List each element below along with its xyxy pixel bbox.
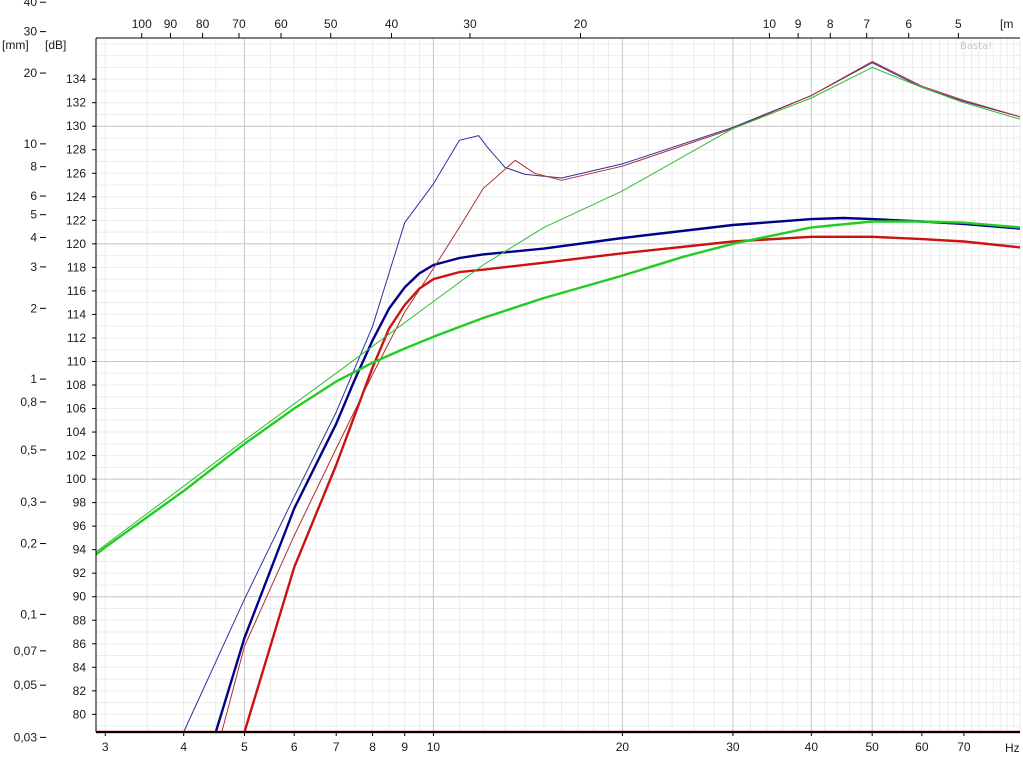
left-tick-label: 40	[24, 0, 38, 9]
y-tick-label: 102	[66, 449, 86, 463]
left-tick-labels: 70504030201086543210,80,50,30,20,10,070,…	[14, 0, 46, 744]
x-tick-label: 40	[805, 740, 819, 754]
x-tick-label: 30	[726, 740, 740, 754]
y-tick-label: 108	[66, 378, 86, 392]
left-tick-label: 20	[24, 66, 38, 80]
top-tick-label: 100	[132, 17, 152, 31]
left-tick-label: 0,8	[20, 395, 37, 409]
y-tick-label: 124	[66, 190, 86, 204]
top-tick-label: 40	[385, 17, 399, 31]
x-tick-label: 20	[616, 740, 630, 754]
grid-minor	[96, 38, 1021, 732]
left-tick-label: 0,1	[20, 607, 37, 621]
top-tick-label: 70	[232, 17, 246, 31]
x-tick-label: 9	[401, 740, 408, 754]
y-tick-label: 122	[66, 213, 86, 227]
left-tick-label: 0,3	[20, 495, 37, 509]
top-tick-label: 5	[955, 17, 962, 31]
x-tick-label: 10	[427, 740, 441, 754]
left-tick-label: 1	[30, 372, 37, 386]
y-tick-label: 92	[73, 566, 87, 580]
left-tick-label: 0,2	[20, 537, 37, 551]
top-tick-label: 90	[164, 17, 178, 31]
grid-major	[96, 38, 1020, 732]
left-tick-label: 3	[30, 260, 37, 274]
y-tick-label: 86	[73, 637, 87, 651]
top-tick-label: 80	[196, 17, 210, 31]
y-tick-label: 94	[73, 543, 87, 557]
y-unit-label: [dB]	[45, 38, 66, 52]
y-tick-label: 96	[73, 519, 87, 533]
y-tick-label: 82	[73, 684, 87, 698]
series-line-red-thick	[243, 235, 1020, 734]
y-tick-label: 134	[66, 72, 86, 86]
y-tick-label: 88	[73, 613, 87, 627]
top-tick-label: 60	[274, 17, 288, 31]
top-tick-label: 9	[795, 17, 802, 31]
y-tick-label: 120	[66, 237, 86, 251]
left-tick-label: 0,5	[20, 443, 37, 457]
y-tick-label: 126	[66, 166, 86, 180]
x-tick-label: 4	[180, 740, 187, 754]
y-tick-labels: 80 82 84 86 88 90 92 94 96 98 100 102 104 106 108 110 11…	[66, 72, 96, 721]
x-tick-label: 5	[241, 740, 248, 754]
left-tick-label: 0,03	[14, 730, 38, 744]
y-tick-label: 132	[66, 96, 86, 110]
top-unit-label: [m	[1000, 17, 1013, 31]
top-tick-label: 10	[763, 17, 777, 31]
left-unit-label: [mm]	[2, 38, 29, 52]
x-tick-label: 7	[333, 740, 340, 754]
left-tick-label: 0,07	[14, 644, 38, 658]
y-tick-label: 106	[66, 402, 86, 416]
y-tick-label: 128	[66, 143, 86, 157]
y-tick-label: 114	[67, 307, 86, 321]
x-tick-label: 50	[865, 740, 879, 754]
left-tick-label: 8	[30, 160, 37, 174]
left-tick-label: 0,05	[14, 678, 38, 692]
series-line-green-thin	[96, 66, 1020, 553]
x-tick-label: 8	[369, 740, 376, 754]
left-tick-label: 5	[30, 208, 37, 222]
x-tick-labels: 3 4 5 6 7 8 9 10 20 30 40 50 60 70	[102, 732, 971, 754]
top-tick-label: 50	[324, 17, 338, 31]
y-tick-label: 98	[73, 496, 87, 510]
y-tick-label: 80	[73, 707, 87, 721]
x-tick-label: 60	[915, 740, 929, 754]
series-line-green-thick	[96, 220, 1020, 556]
top-tick-label: 20	[574, 17, 588, 31]
left-tick-label: 2	[30, 301, 37, 315]
y-tick-label: 84	[73, 660, 87, 674]
y-tick-label: 130	[66, 119, 86, 133]
x-tick-label: 70	[957, 740, 971, 754]
y-tick-label: 110	[67, 354, 86, 368]
y-tick-label: 116	[67, 284, 86, 298]
top-tick-label: 30	[463, 17, 477, 31]
y-tick-label: 100	[66, 472, 86, 486]
series-line-red-thin	[221, 61, 1020, 733]
top-tick-label: 8	[827, 17, 834, 31]
x-unit-label: Hz	[1005, 741, 1020, 755]
top-tick-label: 7	[863, 17, 870, 31]
y-tick-label: 104	[66, 425, 86, 439]
series-line-blue-thin	[183, 62, 1020, 733]
x-tick-label: 6	[291, 740, 298, 754]
left-tick-label: 10	[24, 137, 38, 151]
y-tick-label: 112	[67, 331, 86, 345]
watermark: Basta!	[960, 41, 992, 52]
left-tick-label: 6	[30, 189, 37, 203]
series-line-blue-thick	[214, 216, 1020, 734]
top-tick-label: 6	[905, 17, 912, 31]
left-tick-label: 30	[24, 25, 38, 39]
y-tick-label: 90	[73, 590, 87, 604]
left-tick-label: 4	[30, 230, 37, 244]
y-tick-label: 118	[67, 260, 86, 274]
top-tick-labels: 100 90 80 70 60 50 40 30 20 10 9 8 7 6 5	[132, 17, 962, 38]
x-tick-label: 3	[102, 740, 109, 754]
